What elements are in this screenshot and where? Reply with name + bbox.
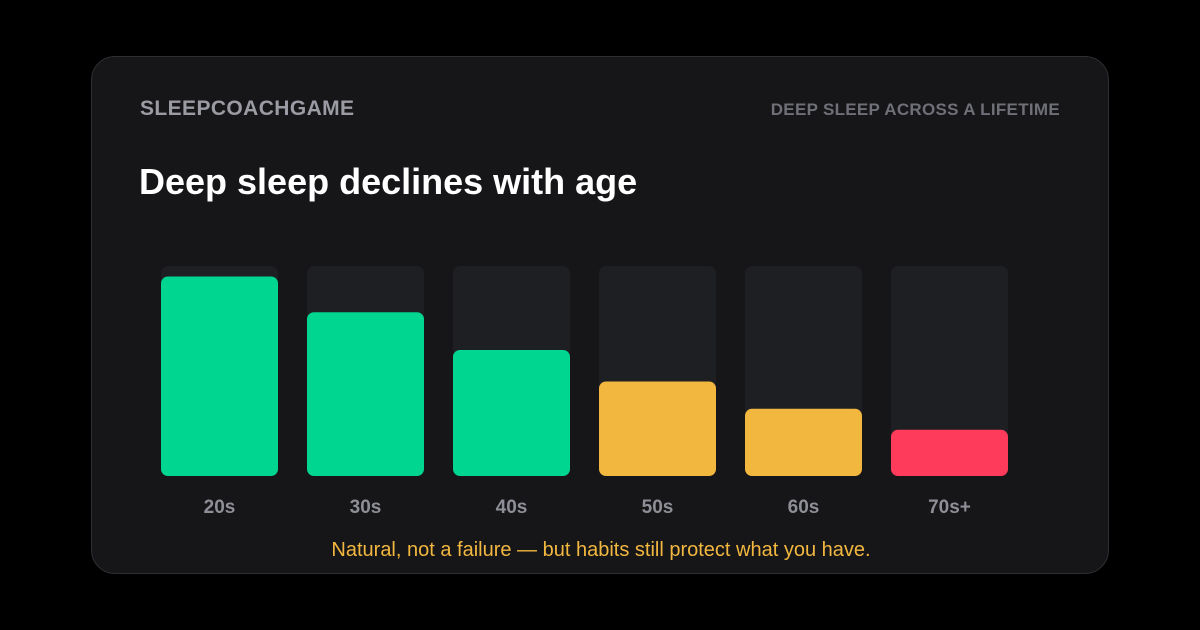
brand-label: SLEEPCOACHGAME [140,97,355,120]
bar-40s [453,350,570,476]
chart-kicker: DEEP SLEEP ACROSS A LIFETIME [770,100,1060,119]
bar-50s [599,381,716,476]
tick-label-4: 60s [788,497,820,518]
tick-label-2: 40s [496,497,528,518]
chart-caption: Natural, not a failure — but habits stil… [331,539,871,561]
chart-card: SLEEPCOACHGAME DEEP SLEEP ACROSS A LIFET… [91,56,1109,574]
bar-30s [307,312,424,476]
tick-label-0: 20s [204,497,236,518]
bar-70s+ [891,429,1008,476]
tick-label-5: 70s+ [928,497,971,518]
tick-label-3: 50s [642,497,674,518]
chart-title: Deep sleep declines with age [139,161,638,202]
bar-track-5 [891,266,1008,476]
tick-label-1: 30s [350,497,382,518]
bar-chart: 20s 30s 40s 50s 60s 70s+ [161,266,1008,518]
bar-60s [745,408,862,476]
bar-20s [161,276,278,476]
